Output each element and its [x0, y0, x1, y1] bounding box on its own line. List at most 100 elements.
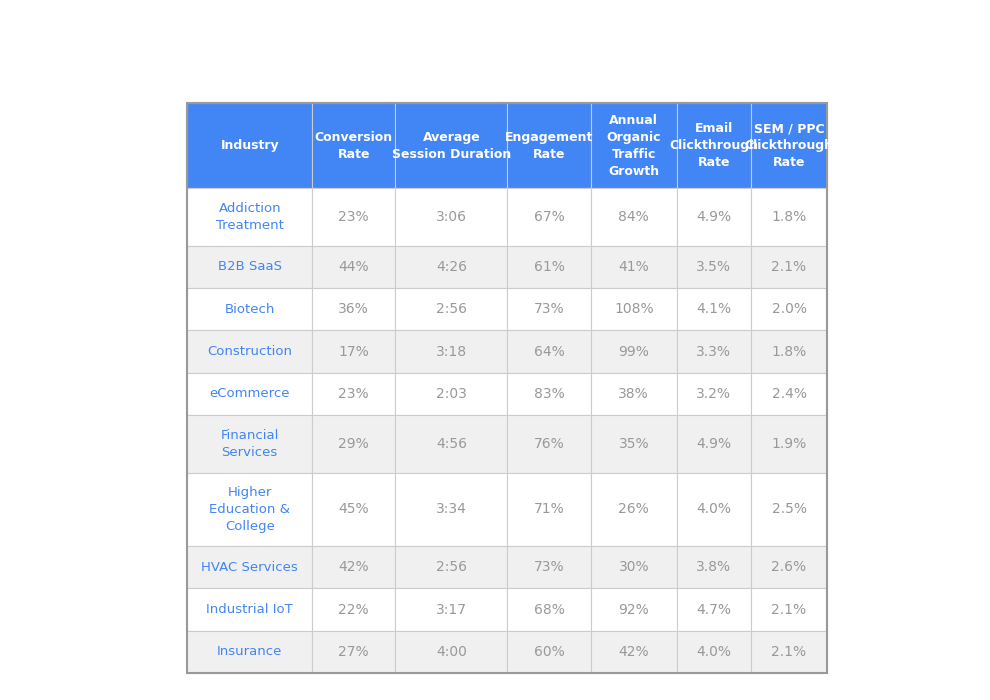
Text: Annual
Organic
Traffic
Growth: Annual Organic Traffic Growth: [607, 113, 661, 178]
Bar: [312, 631, 395, 673]
Text: 61%: 61%: [534, 260, 564, 274]
Text: 4.7%: 4.7%: [696, 603, 732, 617]
Bar: [187, 246, 312, 288]
Text: 84%: 84%: [619, 210, 649, 224]
Bar: [750, 288, 828, 330]
Bar: [591, 588, 677, 631]
Bar: [677, 246, 750, 288]
Bar: [750, 631, 828, 673]
Text: 42%: 42%: [339, 560, 369, 574]
Text: 26%: 26%: [619, 503, 649, 517]
Text: 27%: 27%: [339, 645, 369, 659]
Bar: [677, 415, 750, 473]
Text: 1.8%: 1.8%: [771, 344, 807, 358]
Bar: [750, 103, 828, 188]
Bar: [677, 372, 750, 415]
Text: 3:17: 3:17: [436, 603, 467, 617]
Bar: [507, 288, 591, 330]
Text: 92%: 92%: [619, 603, 649, 617]
Bar: [187, 330, 312, 372]
Bar: [507, 473, 591, 546]
Text: 4:00: 4:00: [436, 645, 467, 659]
Bar: [750, 188, 828, 246]
Text: 3.3%: 3.3%: [696, 344, 732, 358]
Text: 4.9%: 4.9%: [696, 210, 732, 224]
Bar: [312, 372, 395, 415]
Bar: [395, 588, 507, 631]
Text: Biotech: Biotech: [225, 302, 275, 316]
Text: 68%: 68%: [534, 603, 564, 617]
Text: 2.1%: 2.1%: [771, 603, 807, 617]
Bar: [187, 372, 312, 415]
Bar: [750, 588, 828, 631]
Text: HVAC Services: HVAC Services: [201, 561, 298, 574]
Bar: [187, 103, 312, 188]
Text: 67%: 67%: [534, 210, 564, 224]
Bar: [507, 415, 591, 473]
Bar: [395, 188, 507, 246]
Bar: [312, 246, 395, 288]
Text: Insurance: Insurance: [217, 645, 282, 659]
Bar: [187, 288, 312, 330]
Text: 17%: 17%: [339, 344, 369, 358]
Bar: [591, 415, 677, 473]
Bar: [677, 631, 750, 673]
Bar: [312, 415, 395, 473]
Text: 41%: 41%: [619, 260, 649, 274]
Bar: [507, 103, 591, 188]
Text: 44%: 44%: [339, 260, 369, 274]
Bar: [591, 246, 677, 288]
Bar: [591, 631, 677, 673]
Text: 4.9%: 4.9%: [696, 437, 732, 451]
Text: 108%: 108%: [614, 302, 653, 316]
Bar: [591, 546, 677, 588]
Bar: [507, 188, 591, 246]
Bar: [395, 103, 507, 188]
Text: 83%: 83%: [534, 387, 564, 401]
Text: 3.8%: 3.8%: [696, 560, 732, 574]
Text: Conversion
Rate: Conversion Rate: [315, 131, 393, 160]
Text: Engagement
Rate: Engagement Rate: [505, 131, 593, 160]
Bar: [187, 188, 312, 246]
Text: 2.0%: 2.0%: [771, 302, 807, 316]
Bar: [591, 330, 677, 372]
Text: 4:26: 4:26: [436, 260, 467, 274]
Text: 22%: 22%: [339, 603, 369, 617]
Bar: [507, 631, 591, 673]
Text: 4.0%: 4.0%: [696, 503, 732, 517]
Bar: [677, 103, 750, 188]
Bar: [750, 473, 828, 546]
Text: 2.4%: 2.4%: [771, 387, 807, 401]
Bar: [677, 473, 750, 546]
Text: 23%: 23%: [339, 387, 369, 401]
Text: 29%: 29%: [339, 437, 369, 451]
Bar: [507, 588, 591, 631]
Text: 2:56: 2:56: [436, 302, 467, 316]
Text: B2B SaaS: B2B SaaS: [218, 260, 282, 274]
Bar: [187, 588, 312, 631]
Text: Email
Clickthrough
Rate: Email Clickthrough Rate: [669, 122, 758, 169]
Bar: [312, 103, 395, 188]
Text: 2:03: 2:03: [436, 387, 467, 401]
Bar: [750, 246, 828, 288]
Bar: [591, 288, 677, 330]
Bar: [591, 372, 677, 415]
Text: 76%: 76%: [534, 437, 564, 451]
Bar: [507, 372, 591, 415]
Text: Average
Session Duration: Average Session Duration: [392, 131, 511, 160]
Text: 4:56: 4:56: [436, 437, 467, 451]
Text: 4.1%: 4.1%: [696, 302, 732, 316]
Bar: [591, 473, 677, 546]
Bar: [312, 288, 395, 330]
Text: 35%: 35%: [619, 437, 649, 451]
Text: 23%: 23%: [339, 210, 369, 224]
Text: 3:18: 3:18: [436, 344, 467, 358]
Text: Construction: Construction: [207, 345, 292, 358]
Text: 64%: 64%: [534, 344, 564, 358]
Text: Addiction
Treatment: Addiction Treatment: [216, 202, 284, 232]
Bar: [187, 473, 312, 546]
Bar: [677, 288, 750, 330]
Text: 1.9%: 1.9%: [771, 437, 807, 451]
Text: SEM / PPC
Clickthrough
Rate: SEM / PPC Clickthrough Rate: [744, 122, 834, 169]
Bar: [395, 288, 507, 330]
